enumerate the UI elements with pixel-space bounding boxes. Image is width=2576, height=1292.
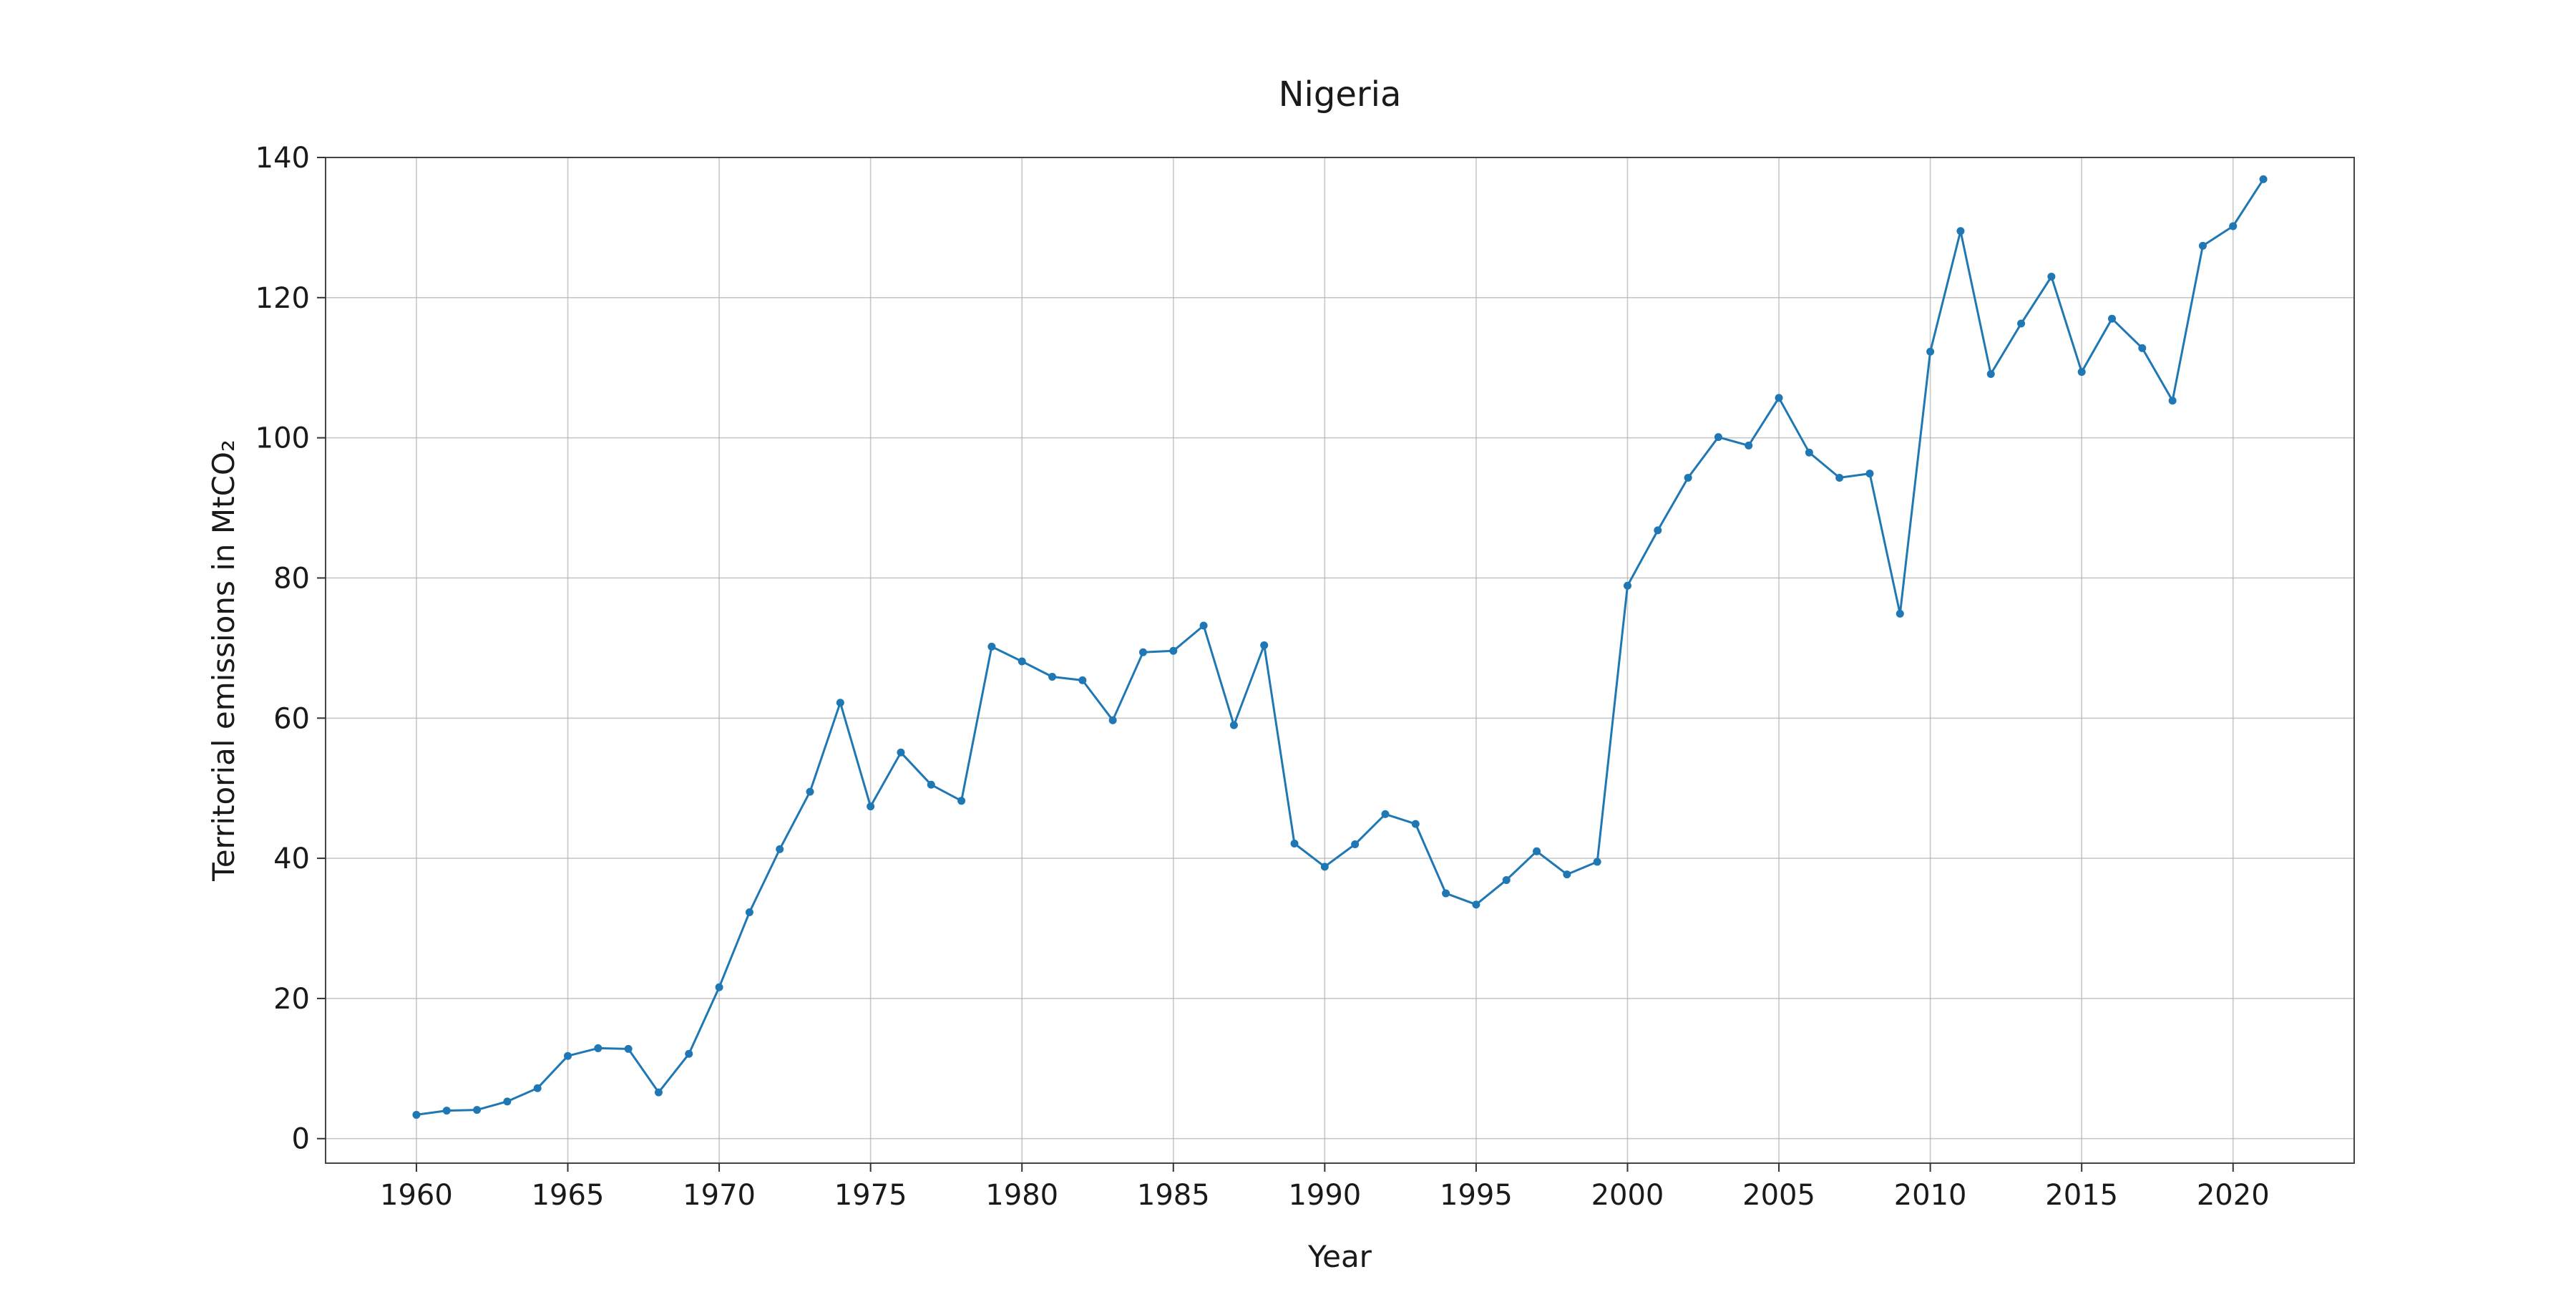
data-point [1805, 448, 1813, 457]
data-point [2229, 222, 2238, 230]
x-tick-label: 1985 [1137, 1179, 1210, 1212]
chart-title: Nigeria [1279, 74, 1402, 115]
data-point [442, 1107, 451, 1115]
y-tick-label: 60 [273, 702, 310, 735]
x-tick-label: 2000 [1591, 1179, 1664, 1212]
y-axis-label: Territorial emissions in MtCO₂ [206, 439, 241, 882]
data-point [2138, 344, 2147, 352]
data-point [624, 1044, 633, 1053]
x-tick-label: 1980 [985, 1179, 1058, 1212]
data-point [2198, 241, 2207, 250]
y-tick-label: 20 [273, 983, 310, 1016]
data-point [957, 797, 966, 805]
data-point [1956, 227, 1965, 235]
x-tick-label: 2020 [2197, 1179, 2270, 1212]
data-point [1714, 433, 1722, 442]
data-point [685, 1049, 693, 1058]
data-point [927, 780, 935, 789]
y-tick-label: 0 [292, 1123, 310, 1156]
x-tick-label: 2005 [1742, 1179, 1815, 1212]
data-point [2107, 314, 2116, 323]
data-point [1502, 875, 1511, 884]
data-point [503, 1097, 512, 1106]
data-point [1351, 840, 1360, 849]
data-point [1381, 810, 1390, 818]
data-point [1593, 858, 1601, 866]
data-point [1654, 526, 1662, 535]
data-point [1835, 473, 1844, 482]
x-axis-label: Year [1307, 1239, 1372, 1274]
data-point [1986, 370, 1995, 379]
data-point [1199, 621, 1208, 630]
data-point [2017, 319, 2026, 328]
y-tick-label: 100 [255, 422, 310, 455]
data-point [473, 1106, 482, 1114]
y-tick-label: 80 [273, 562, 310, 595]
data-point [1896, 609, 1904, 618]
y-tick-label: 140 [255, 142, 310, 175]
data-point [2168, 397, 2177, 405]
data-point [2259, 175, 2268, 183]
axis-ticks: 1960 1965 1970 1975 1980 1985 1990 1995 2000 2005… [255, 142, 2270, 1212]
data-point [745, 908, 753, 916]
data-point [867, 802, 875, 811]
data-point [1108, 716, 1117, 724]
data-point [715, 983, 723, 991]
data-point [897, 748, 905, 757]
y-tick-label: 40 [273, 842, 310, 875]
data-point [564, 1051, 572, 1060]
x-tick-label: 2015 [2045, 1179, 2118, 1212]
data-point [836, 699, 844, 707]
data-point [1260, 641, 1269, 649]
data-point [1078, 676, 1087, 684]
data-point [533, 1084, 542, 1092]
data-point [1229, 721, 1238, 729]
data-point [1623, 581, 1631, 590]
data-point [654, 1088, 663, 1097]
x-tick-label: 1965 [532, 1179, 605, 1212]
data-point [2047, 272, 2056, 281]
data-point [987, 642, 996, 651]
x-tick-label: 1960 [380, 1179, 453, 1212]
data-point [1926, 347, 1935, 356]
data-point [1745, 441, 1753, 450]
data-point [1563, 870, 1571, 879]
data-point [1018, 657, 1026, 666]
data-point [1865, 470, 1874, 478]
series-line [416, 178, 2265, 1116]
gridlines [326, 157, 2354, 1163]
data-point [1411, 820, 1420, 828]
data-point [1290, 840, 1299, 848]
x-tick-label: 1995 [1440, 1179, 1513, 1212]
data-point [1684, 473, 1692, 482]
x-tick-label: 2010 [1894, 1179, 1967, 1212]
data-point [806, 787, 814, 796]
y-tick-label: 120 [255, 282, 310, 315]
x-tick-label: 1990 [1288, 1179, 1361, 1212]
data-point [1533, 847, 1541, 855]
data-point [1048, 673, 1057, 681]
data-point [594, 1044, 602, 1052]
data-point [412, 1110, 421, 1119]
data-point [1775, 394, 1783, 402]
data-point [776, 845, 784, 853]
data-point [2077, 368, 2086, 377]
plot-area-frame [325, 157, 2355, 1164]
x-tick-label: 1970 [683, 1179, 756, 1212]
data-point [1320, 863, 1329, 871]
data-point [1138, 648, 1147, 656]
data-point [1169, 646, 1178, 655]
data-point [1472, 900, 1480, 909]
data-series [412, 175, 2268, 1119]
x-tick-label: 1975 [834, 1179, 907, 1212]
data-point [1442, 889, 1450, 898]
